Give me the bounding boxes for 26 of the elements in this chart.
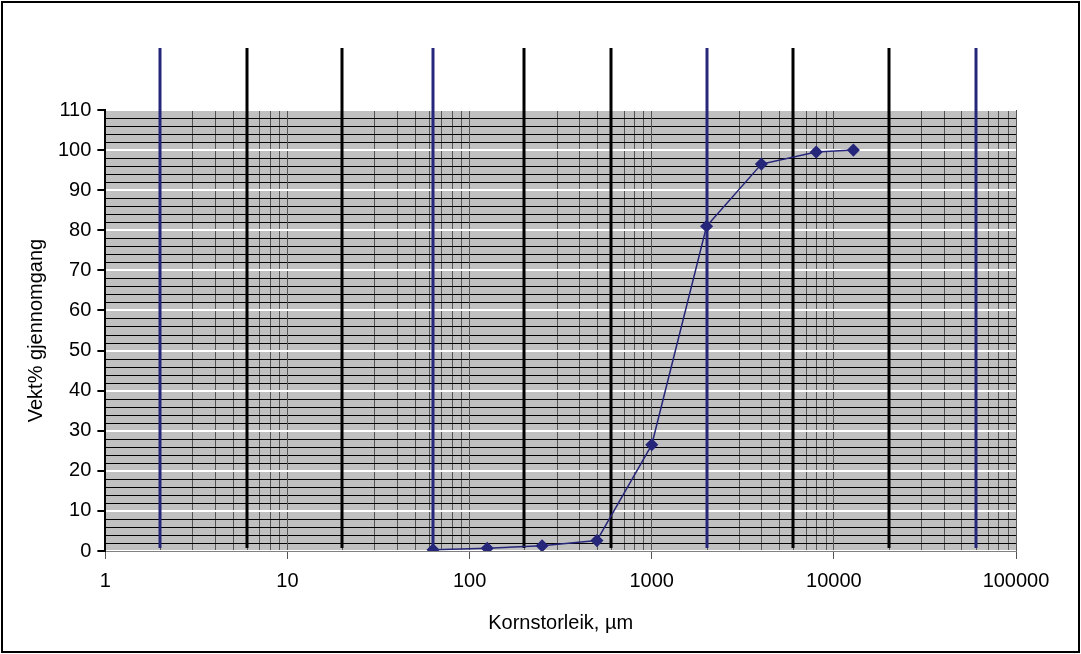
point [481,541,494,551]
x-tick-label: 100000 [982,568,1050,591]
y-tick-label: 60 [69,297,92,320]
y-tick-label: 40 [69,378,92,401]
y-tick-label: 30 [69,418,92,441]
point [645,438,658,452]
y-axis-title: Vekt% gjennomgang [23,238,46,423]
point [590,534,604,547]
y-tick-label: 90 [69,177,92,200]
x-tick-label: 10000 [806,568,862,591]
point [755,157,768,171]
y-tick-label: 80 [69,217,92,240]
y-tick-label: 50 [69,338,92,361]
x-axis-title: Kornstorleik, µm [488,610,634,633]
y-tick-label: 20 [69,458,92,481]
x-tick-label: 10 [276,568,299,591]
x-tick-label: 1 [99,568,111,591]
point [809,145,823,159]
x-tick-label: 100 [452,568,487,591]
y-tick-label: 10 [69,498,92,521]
y-tick-label: 100 [57,137,92,160]
point [535,539,549,551]
x-tick-label: 1000 [629,568,674,591]
y-tick-label: 0 [80,538,92,561]
y-tick-label: 70 [69,257,92,280]
y-tick-label: 110 [59,97,92,120]
